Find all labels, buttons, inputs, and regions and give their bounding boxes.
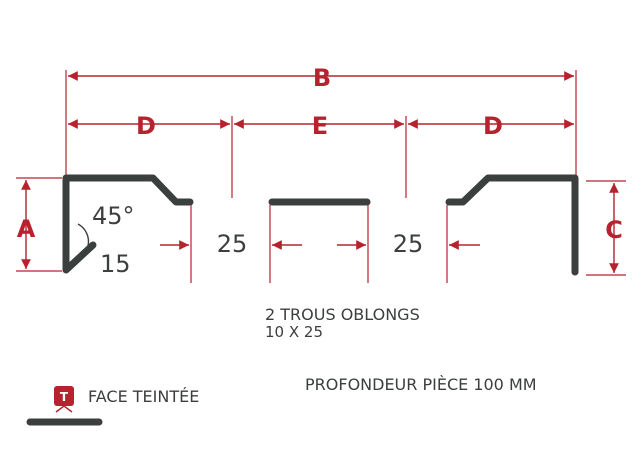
holes-note-line2: 10 X 25 xyxy=(265,323,323,341)
angle-arc xyxy=(77,223,90,247)
profile-right-part xyxy=(445,174,579,276)
legend-badge xyxy=(54,386,74,406)
profile-left-part xyxy=(62,174,194,274)
depth-note: PROFONDEUR PIÈCE 100 MM xyxy=(305,375,537,394)
legend: T FACE TEINTÉE xyxy=(26,386,199,426)
dim-label-d-left: D xyxy=(136,112,156,140)
legend-pointer xyxy=(55,405,73,413)
gap-right-label: 25 xyxy=(393,230,424,258)
legend-badge-letter: T xyxy=(60,390,69,404)
profile xyxy=(62,174,579,276)
dim-label-d-right: D xyxy=(483,112,503,140)
extension-lines xyxy=(16,70,626,283)
gap-left-label: 25 xyxy=(217,230,248,258)
dim-label-e: E xyxy=(312,112,328,140)
dim-label-b: B xyxy=(313,64,331,92)
dim-label-c: C xyxy=(605,216,623,244)
legend-label: FACE TEINTÉE xyxy=(88,387,199,406)
dim-label-a: A xyxy=(17,215,36,243)
angle-label: 45° xyxy=(92,202,135,230)
return-length-label: 15 xyxy=(100,250,131,278)
dimension-lines xyxy=(21,71,619,273)
holes-note-line1: 2 TROUS OBLONGS xyxy=(265,305,420,324)
